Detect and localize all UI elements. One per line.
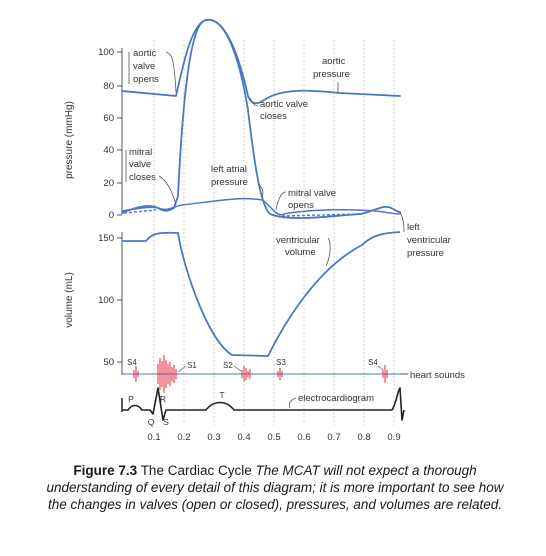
ecg-s-label: S	[163, 417, 169, 427]
svg-text:aortic valve: aortic valve	[260, 99, 308, 110]
pressure-tick: 0	[109, 210, 114, 221]
s4-label: S4	[127, 358, 137, 367]
figure-title: The Cardiac Cycle	[140, 463, 252, 478]
left-ventricular-pressure-annotation: left ventricular pressure	[399, 211, 451, 259]
svg-text:valve: valve	[129, 159, 151, 170]
pressure-tick: 100	[98, 47, 114, 58]
s4-late-sound-mark	[382, 365, 388, 383]
ventricular-volume-annotation: ventricular volume	[276, 235, 331, 267]
svg-text:volume: volume	[285, 247, 316, 258]
heart-sounds-label: heart sounds	[410, 370, 465, 381]
time-tick: 0.1	[147, 432, 160, 440]
pressure-tick: 60	[103, 113, 114, 124]
svg-text:valve: valve	[133, 61, 155, 72]
svg-text:closes: closes	[129, 172, 156, 183]
aortic-pressure-curve	[121, 19, 401, 105]
time-tick: 0.3	[207, 432, 220, 440]
time-tick: 0.9	[387, 432, 400, 440]
heart-sound-marks	[133, 355, 388, 393]
svg-text:ventricular: ventricular	[407, 235, 451, 246]
s4-late-leader	[377, 365, 384, 371]
s1-label: S1	[187, 361, 197, 370]
ecg-q-label: Q	[148, 417, 155, 427]
aortic-valve-opens-annotation: aortic valve opens	[128, 48, 177, 93]
figure-number: Figure 7.3	[73, 463, 138, 478]
svg-text:pressure: pressure	[211, 177, 248, 188]
cardiac-cycle-diagram: 100 80 60 40 20 0 150 100 50 pressure (m…	[64, 19, 465, 440]
s4-late-label: S4	[368, 358, 378, 367]
svg-text:left atrial: left atrial	[211, 164, 247, 175]
ecg-p-label: P	[128, 394, 134, 404]
volume-axis-title: volume (mL)	[64, 272, 75, 328]
left-atrial-pressure-curve	[121, 197, 401, 216]
volume-tick: 100	[98, 295, 114, 306]
ecg-r-label: R	[160, 394, 166, 404]
s1-sound-mark	[157, 355, 177, 393]
svg-text:electrocardiogram: electrocardiogram	[298, 393, 374, 404]
s4-sound-mark	[133, 366, 139, 382]
s2-label: S2	[223, 361, 233, 370]
s3-label: S3	[276, 358, 286, 367]
y-axes	[117, 48, 123, 375]
svg-text:pressure: pressure	[313, 69, 350, 80]
aortic-pressure-annotation: aortic pressure	[313, 56, 350, 92]
figure-caption: Figure 7.3 The Cardiac Cycle The MCAT wi…	[40, 462, 510, 513]
svg-text:mitral valve: mitral valve	[288, 188, 336, 199]
svg-text:opens: opens	[288, 200, 314, 211]
svg-text:aortic: aortic	[133, 48, 156, 59]
time-tick: 0.6	[297, 432, 310, 440]
svg-text:left: left	[407, 222, 420, 233]
ecg-trace	[122, 387, 405, 421]
svg-text:closes: closes	[260, 111, 287, 122]
volume-tick: 50	[103, 357, 114, 368]
s2-sound-mark	[241, 366, 251, 382]
ecg-t-label: T	[219, 390, 224, 400]
pressure-axis-title: pressure (mmHg)	[64, 101, 75, 179]
pressure-tick: 20	[103, 178, 114, 189]
time-tick: 0.5	[267, 432, 280, 440]
s2-leader	[233, 365, 242, 372]
ventricular-volume-curve	[122, 231, 401, 357]
s1-leader	[177, 365, 187, 373]
svg-text:mitral: mitral	[129, 147, 152, 158]
mitral-valve-opens-annotation: mitral valve opens	[275, 188, 336, 211]
atrial-ventricular-overlap-dashes	[123, 209, 361, 217]
electrocardiogram-annotation: electrocardiogram	[288, 393, 374, 409]
svg-text:pressure: pressure	[407, 248, 444, 259]
svg-text:aortic: aortic	[322, 56, 345, 67]
volume-tick: 150	[98, 233, 114, 244]
svg-text:opens: opens	[133, 74, 159, 85]
volume-tick-labels: 150 100 50	[98, 233, 114, 368]
svg-text:ventricular: ventricular	[276, 235, 320, 246]
s3-sound-mark	[277, 368, 283, 380]
left-atrial-pressure-annotation: left atrial pressure	[211, 164, 264, 199]
pressure-tick: 80	[103, 81, 114, 92]
mitral-valve-closes-annotation: mitral valve closes	[125, 147, 177, 206]
time-tick: 0.4	[237, 432, 250, 440]
time-tick: 0.8	[357, 432, 370, 440]
pressure-tick-labels: 100 80 60 40 20 0	[98, 47, 114, 221]
aortic-valve-closes-annotation: aortic valve closes	[249, 97, 308, 122]
time-tick: 0.7	[327, 432, 340, 440]
pressure-tick: 40	[103, 145, 114, 156]
time-tick: 0.2	[177, 432, 190, 440]
time-tick-labels: 0.1 0.2 0.3 0.4 0.5 0.6 0.7 0.8 0.9	[147, 432, 400, 440]
figure-note: The MCAT will not expect a thorough unde…	[46, 463, 504, 512]
